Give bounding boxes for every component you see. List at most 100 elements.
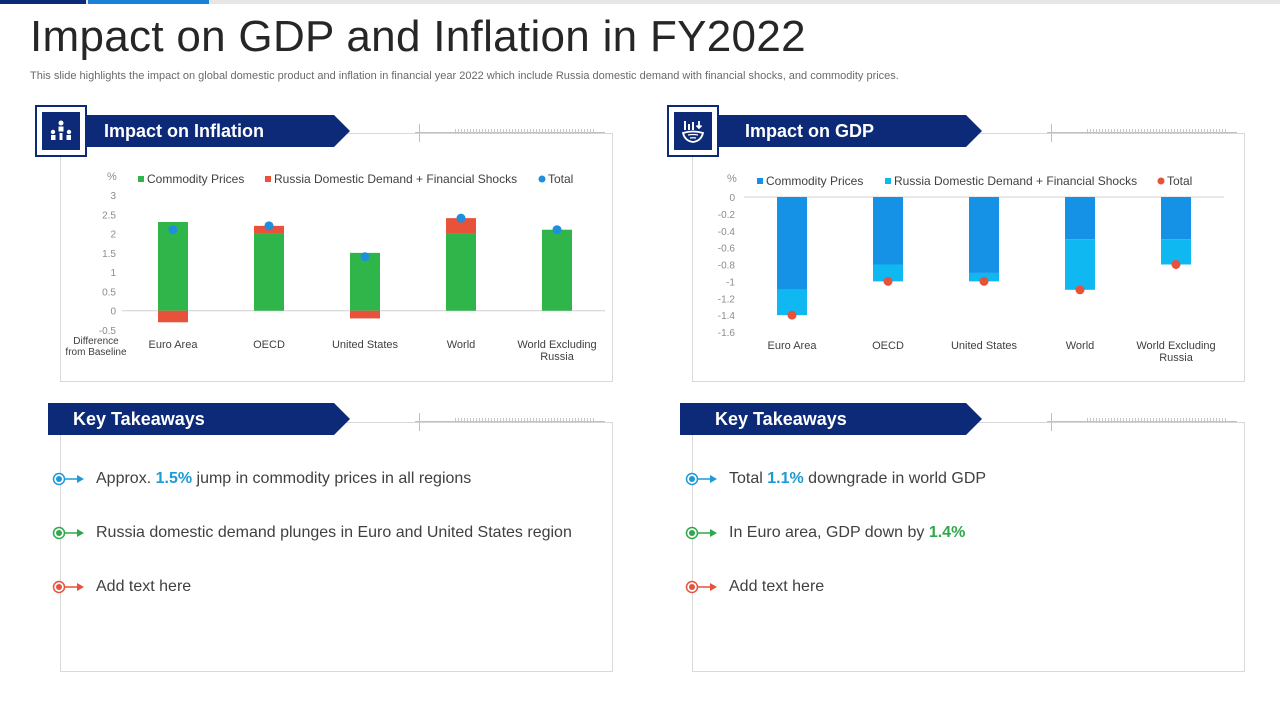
- marker-total-united-states: [979, 276, 989, 286]
- bar-russia-domestic-demand-financial-shocks-united-states: [350, 310, 380, 319]
- page-subtitle: This slide highlights the impact on glob…: [30, 70, 899, 82]
- marker-total-oecd: [883, 276, 893, 286]
- y-tick-label: 0: [729, 193, 735, 204]
- y-tick-label: -0.2: [718, 210, 736, 221]
- takeaway-item: Add text here: [685, 578, 824, 596]
- bullet-arrow-icon: [52, 526, 84, 540]
- y-axis-title-line2: from Baseline: [65, 347, 127, 358]
- x-category-label: Euro Area: [149, 339, 199, 351]
- takeaways-left-heading-banner: Key Takeaways: [48, 403, 350, 435]
- x-category-label: OECD: [872, 340, 904, 352]
- inflation-heading-banner: Impact on Inflation: [60, 115, 350, 147]
- marker-total-world-excluding-russia: [552, 225, 562, 235]
- takeaway-text: Add text here: [96, 578, 191, 596]
- bar-commodity-prices-oecd: [254, 233, 284, 311]
- takeaway-text: Russia domestic demand plunges in Euro a…: [96, 524, 572, 542]
- takeaway-text-pre: Russia domestic demand plunges in Euro a…: [96, 524, 572, 541]
- takeaway-text-pre: Total: [729, 470, 763, 487]
- takeaway-text-pre: Add text here: [729, 578, 825, 595]
- inflation-heading: Impact on Inflation: [104, 120, 264, 141]
- bar-commodity-prices-united-states: [350, 252, 380, 311]
- y-tick-label: -1.6: [718, 328, 736, 339]
- x-category-label: Russia: [1159, 352, 1194, 364]
- takeaways-right-panel: [692, 422, 1245, 672]
- bar-commodity-prices-world: [1065, 197, 1095, 240]
- y-axis-title-line1: Difference: [73, 336, 119, 347]
- bar-russia-domestic-demand-financial-shocks-world: [446, 218, 476, 234]
- bar-commodity-prices-united-states: [969, 197, 999, 273]
- bar-commodity-prices-world-excluding-russia: [1161, 197, 1191, 240]
- y-tick-label: 1.5: [102, 249, 116, 260]
- marker-total-world-excluding-russia: [1171, 260, 1181, 269]
- y-tick-label: -1.4: [718, 311, 736, 322]
- bar-commodity-prices-euro-area: [777, 197, 807, 290]
- bar-russia-domestic-demand-financial-shocks-world: [1065, 239, 1095, 290]
- marker-total-world: [456, 213, 466, 223]
- takeaway-text: Approx. 1.5% jump in commodity prices in…: [96, 470, 471, 488]
- top-accent-segment-blue: [88, 0, 209, 4]
- y-tick-label: 1: [110, 268, 116, 279]
- gdp-icon-box: [667, 105, 719, 157]
- y-unit-label: %: [107, 171, 117, 183]
- marker-total-euro-area: [168, 225, 178, 235]
- inflation-panel-tab: [415, 124, 605, 142]
- legend-label-total: Total: [548, 172, 573, 186]
- inflation-chart: % Commodity Prices Russia Domestic Demand …: [65, 171, 605, 363]
- takeaways-right-list: Total 1.1% downgrade in world GDP In Euro…: [685, 470, 1240, 620]
- marker-total-world: [1075, 285, 1085, 295]
- legend-swatch-russia-domestic-demand-financial-shocks: [885, 178, 891, 184]
- x-category-label: United States: [951, 340, 1018, 352]
- gdp-heading-banner: Impact on GDP: [692, 115, 982, 147]
- y-tick-label: -0.4: [718, 227, 736, 238]
- bullet-arrow-icon: [52, 580, 84, 594]
- y-tick-label: -0.8: [718, 261, 736, 272]
- legend-marker-total: [1157, 177, 1165, 185]
- bar-commodity-prices-oecd: [873, 197, 903, 265]
- legend-label-commodity-prices: Commodity Prices: [766, 174, 863, 188]
- y-tick-label: -1.2: [718, 294, 736, 305]
- takeaway-item: In Euro area, GDP down by 1.4%: [685, 524, 965, 542]
- bullet-arrow-icon: [685, 472, 717, 486]
- takeaway-highlight: 1.4%: [928, 524, 966, 541]
- takeaway-text-pre: In Euro area, GDP down by: [729, 524, 925, 541]
- x-category-label: World: [1066, 340, 1095, 352]
- takeaway-text-post: jump in commodity prices in all regions: [196, 470, 472, 487]
- x-category-label: United States: [332, 339, 399, 351]
- y-tick-label: -0.6: [718, 244, 736, 255]
- takeaway-item: Total 1.1% downgrade in world GDP: [685, 470, 986, 488]
- bar-commodity-prices-world-excluding-russia: [542, 229, 572, 311]
- marker-total-united-states: [360, 252, 370, 262]
- legend-label-total: Total: [1167, 174, 1192, 188]
- legend-marker-total: [538, 175, 546, 183]
- takeaway-highlight: 1.1%: [767, 470, 804, 487]
- page-title: Impact on GDP and Inflation in FY2022: [30, 12, 806, 61]
- takeaway-text: Add text here: [729, 578, 824, 596]
- gdp-chart-panel: [692, 133, 1245, 382]
- x-category-label: World Excluding: [517, 339, 596, 351]
- takeaways-right-panel-tab: [1047, 413, 1237, 431]
- bar-commodity-prices-world: [446, 233, 476, 311]
- bullet-arrow-icon: [52, 472, 84, 486]
- top-accent-segment-navy: [0, 0, 86, 4]
- x-category-label: World: [447, 339, 476, 351]
- legend-label-russia-domestic-demand-financial-shocks: Russia Domestic Demand + Financial Shock…: [894, 174, 1137, 188]
- x-category-label: OECD: [253, 339, 285, 351]
- legend-label-russia-domestic-demand-financial-shocks: Russia Domestic Demand + Financial Shock…: [274, 172, 517, 186]
- takeaways-right-heading: Key Takeaways: [715, 408, 847, 429]
- takeaway-text-post: downgrade in world GDP: [808, 470, 987, 487]
- y-tick-label: -0.5: [99, 326, 117, 337]
- gdp-panel-tab: [1047, 124, 1237, 142]
- takeaway-text: In Euro area, GDP down by 1.4%: [729, 524, 965, 542]
- takeaways-left-heading: Key Takeaways: [73, 408, 205, 429]
- x-category-label: Russia: [540, 351, 575, 363]
- y-unit-label: %: [727, 173, 737, 185]
- marker-total-oecd: [264, 221, 274, 231]
- takeaway-item: Approx. 1.5% jump in commodity prices in…: [52, 470, 471, 488]
- top-accent-bar: [0, 0, 1280, 4]
- inflation-icon-box: [35, 105, 87, 157]
- y-tick-label: 0: [110, 307, 116, 318]
- inflation-chart-panel: [60, 133, 613, 382]
- y-tick-label: 2.5: [102, 210, 116, 221]
- bar-commodity-prices-euro-area: [158, 222, 188, 311]
- takeaway-text-pre: Approx.: [96, 470, 152, 487]
